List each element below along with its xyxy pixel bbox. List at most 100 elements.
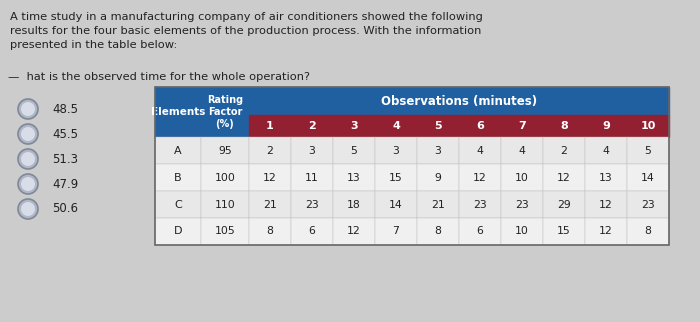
Text: 13: 13 (599, 173, 613, 183)
Text: 18: 18 (347, 200, 361, 210)
Bar (249, 164, 291, 191)
Text: 12: 12 (263, 173, 277, 183)
Text: 5: 5 (351, 146, 358, 156)
Text: 12: 12 (473, 173, 487, 183)
Circle shape (18, 124, 38, 144)
Bar (585, 164, 627, 191)
Bar (585, 137, 627, 164)
Text: Elements: Elements (150, 107, 205, 117)
Text: 21: 21 (263, 200, 277, 210)
Text: 95: 95 (218, 146, 232, 156)
Text: 105: 105 (215, 226, 235, 236)
Bar (585, 115, 627, 137)
Bar (585, 191, 627, 218)
Bar (291, 115, 333, 137)
Text: A time study in a manufacturing company of air conditioners showed the following: A time study in a manufacturing company … (10, 12, 483, 50)
Bar (417, 137, 459, 164)
Bar (249, 218, 291, 245)
Text: Rating
Factor
(%): Rating Factor (%) (207, 95, 243, 128)
Text: 6: 6 (476, 121, 484, 131)
Bar (333, 115, 375, 137)
Circle shape (21, 127, 35, 141)
Text: 10: 10 (515, 173, 529, 183)
Bar (375, 218, 417, 245)
Text: 4: 4 (392, 121, 400, 131)
Text: 5: 5 (434, 121, 442, 131)
Text: 1: 1 (266, 121, 274, 131)
Bar (155, 164, 201, 191)
Text: 8: 8 (560, 121, 568, 131)
Text: 10: 10 (515, 226, 529, 236)
Bar (543, 137, 585, 164)
Text: 8: 8 (435, 226, 442, 236)
Text: 23: 23 (641, 200, 655, 210)
Bar (543, 164, 585, 191)
Bar (333, 137, 375, 164)
Bar (155, 87, 669, 245)
Text: 12: 12 (599, 226, 613, 236)
Bar (249, 137, 291, 164)
Text: 4: 4 (603, 146, 610, 156)
Bar (501, 164, 543, 191)
Bar (585, 218, 627, 245)
Text: 3: 3 (393, 146, 400, 156)
Text: 45.5: 45.5 (52, 128, 78, 140)
Text: 14: 14 (389, 200, 403, 210)
Text: 15: 15 (389, 173, 403, 183)
Text: 29: 29 (557, 200, 571, 210)
Bar (201, 191, 249, 218)
Text: 8: 8 (267, 226, 274, 236)
Bar (501, 218, 543, 245)
Bar (627, 137, 669, 164)
Text: 12: 12 (557, 173, 571, 183)
Bar (333, 191, 375, 218)
Bar (201, 218, 249, 245)
Text: 23: 23 (305, 200, 319, 210)
Circle shape (18, 149, 38, 169)
Bar (249, 191, 291, 218)
Text: 7: 7 (393, 226, 400, 236)
Bar (155, 218, 201, 245)
Text: 5: 5 (645, 146, 652, 156)
Bar (155, 87, 201, 137)
Text: 21: 21 (431, 200, 445, 210)
Circle shape (21, 152, 35, 166)
Text: 8: 8 (645, 226, 652, 236)
Bar (375, 164, 417, 191)
Bar (459, 218, 501, 245)
Text: —  hat is the observed time for the whole operation?: — hat is the observed time for the whole… (8, 72, 310, 82)
Bar (155, 191, 201, 218)
Text: 50.6: 50.6 (52, 203, 78, 215)
Text: 6: 6 (309, 226, 316, 236)
Text: 11: 11 (305, 173, 319, 183)
Text: 7: 7 (518, 121, 526, 131)
Bar (249, 115, 291, 137)
Bar (543, 191, 585, 218)
Text: A: A (174, 146, 182, 156)
Bar (291, 164, 333, 191)
Circle shape (18, 174, 38, 194)
Bar (249, 87, 669, 115)
Bar (627, 191, 669, 218)
Text: 23: 23 (473, 200, 487, 210)
Bar (417, 164, 459, 191)
Bar (333, 218, 375, 245)
Bar (501, 115, 543, 137)
Bar (155, 137, 201, 164)
Text: 6: 6 (477, 226, 484, 236)
Bar (627, 218, 669, 245)
Bar (291, 137, 333, 164)
Circle shape (18, 99, 38, 119)
Text: 12: 12 (599, 200, 613, 210)
Text: 2: 2 (561, 146, 568, 156)
Bar (201, 87, 249, 137)
Text: 110: 110 (215, 200, 235, 210)
Bar (375, 115, 417, 137)
Bar (417, 191, 459, 218)
Circle shape (18, 199, 38, 219)
Bar (501, 191, 543, 218)
Bar (375, 137, 417, 164)
Bar (201, 164, 249, 191)
Text: 13: 13 (347, 173, 361, 183)
Bar (417, 115, 459, 137)
